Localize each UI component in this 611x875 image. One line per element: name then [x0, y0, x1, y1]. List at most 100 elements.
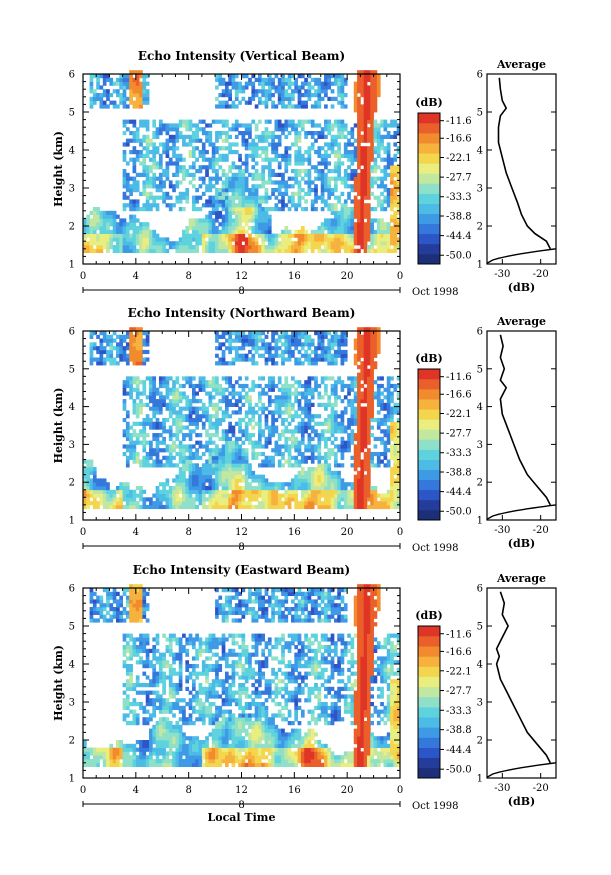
heatmap-cell [363, 433, 368, 438]
heatmap-cell [287, 77, 292, 82]
heatmap-cell [178, 455, 183, 460]
heatmap-cell [284, 417, 289, 423]
heatmap-cell [185, 376, 190, 381]
heatmap-cell [317, 146, 322, 151]
heatmap-cell [297, 414, 302, 419]
heatmap-cell [363, 395, 368, 400]
heatmap-cell [135, 241, 140, 246]
heatmap-cell [178, 180, 183, 185]
heatmap-cell [340, 241, 345, 246]
heatmap-cell [218, 436, 223, 442]
heatmap-cell [248, 402, 252, 407]
heatmap-cell [320, 463, 325, 468]
heatmap-cell [357, 349, 361, 355]
heatmap-cell [304, 169, 308, 174]
heatmap-cell [132, 497, 137, 502]
heatmap-cell [231, 184, 236, 189]
heatmap-cell [360, 327, 365, 332]
heatmap-cell [172, 410, 176, 415]
heatmap-cell [112, 210, 117, 215]
heatmap-cell [251, 226, 256, 231]
heatmap-cell [86, 222, 90, 227]
heatmap-cell [380, 199, 384, 204]
heatmap-cell [198, 150, 203, 155]
heatmap-cell [188, 172, 193, 177]
panel-title: Echo Intensity (Northward Beam) [128, 306, 356, 320]
heatmap-cell [284, 180, 289, 185]
heatmap-cell [132, 459, 137, 464]
heatmap-cell [281, 504, 285, 510]
heatmap-cell [83, 478, 87, 483]
heatmap-cell [297, 245, 302, 250]
heatmap-cell [284, 161, 289, 166]
y-tick-label: 5 [69, 108, 75, 119]
heatmap-cell [135, 199, 140, 204]
heatmap-cell [370, 115, 374, 120]
heatmap-cell [244, 429, 249, 434]
heatmap-cell [165, 455, 170, 460]
heatmap-cell [139, 237, 143, 242]
heatmap-cell [393, 233, 398, 238]
heatmap-cell [343, 123, 348, 128]
heatmap-cell [234, 470, 239, 476]
heatmap-cell [89, 485, 94, 491]
heatmap-cell [274, 195, 279, 200]
heatmap-cell [281, 184, 285, 189]
heatmap-cell [330, 342, 335, 347]
heatmap-cell [300, 467, 305, 472]
heatmap-cell [327, 195, 332, 200]
heatmap-cell [277, 161, 282, 166]
heatmap-cell [195, 470, 199, 476]
heatmap-cell [228, 455, 232, 460]
heatmap-cell [360, 207, 365, 212]
heatmap-cell [215, 501, 219, 506]
heatmap-cell [224, 346, 229, 351]
heatmap-cell [188, 218, 193, 223]
heatmap-cell [201, 470, 206, 476]
heatmap-cell [350, 229, 355, 234]
heatmap-cell [333, 229, 338, 234]
heatmap-cell [244, 184, 249, 189]
heatmap-cell [129, 218, 133, 223]
heatmap-cell [333, 161, 338, 166]
heatmap-cell [297, 138, 302, 143]
heatmap-cell [188, 474, 193, 479]
heatmap-cell [340, 93, 345, 98]
heatmap-cell [274, 338, 279, 343]
heatmap-cell [142, 81, 147, 86]
heatmap-cell [228, 104, 232, 109]
heatmap-cell [304, 331, 308, 336]
heatmap-cell [238, 444, 242, 449]
heatmap-cell [231, 142, 236, 147]
heatmap-cell [357, 421, 361, 426]
heatmap-cell [234, 195, 239, 200]
heatmap-cell [291, 74, 295, 79]
heatmap-cell [158, 180, 163, 185]
heatmap-cell [363, 89, 368, 94]
heatmap-cell [324, 334, 328, 339]
heatmap-cell [337, 334, 341, 339]
heatmap-cell [155, 493, 160, 498]
heatmap-cell [310, 237, 315, 242]
heatmap-cell [182, 176, 186, 181]
heatmap-cell [109, 353, 114, 358]
heatmap-cell [343, 81, 348, 86]
heatmap-cell [145, 357, 150, 362]
heatmap-cell [99, 342, 104, 347]
heatmap-cell [188, 165, 193, 170]
heatmap-cell [215, 191, 219, 196]
heatmap-cell [165, 248, 170, 253]
heatmap-cell [231, 203, 236, 208]
heatmap-cell [314, 331, 318, 336]
heatmap-cell [254, 444, 259, 449]
heatmap-cell [340, 361, 345, 366]
heatmap-cell [221, 433, 226, 438]
heatmap-cell [254, 127, 259, 132]
heatmap-cell [198, 376, 203, 381]
heatmap-cell [340, 331, 345, 336]
heatmap-cell [119, 346, 124, 351]
heatmap-cell [215, 229, 219, 234]
heatmap-cell [396, 165, 401, 170]
heatmap-cell [195, 233, 199, 238]
heatmap-cell [353, 436, 358, 442]
